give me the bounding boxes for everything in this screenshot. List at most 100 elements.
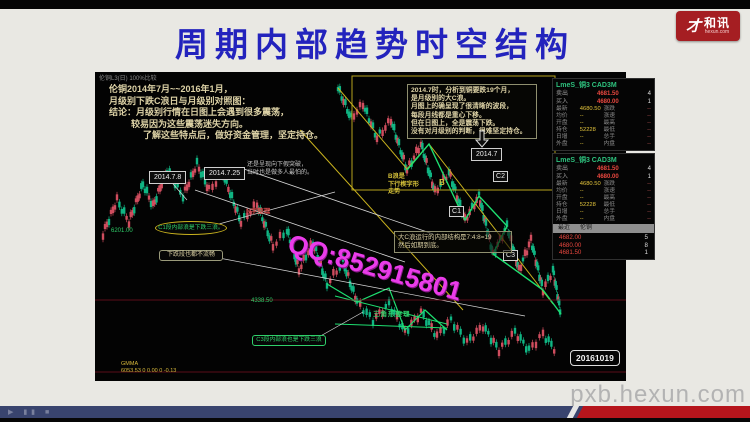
note-line: 下行楔字形 xyxy=(388,180,419,188)
note-line: 走势 xyxy=(388,188,401,195)
note-line: 每段月线都是重心下移。 xyxy=(411,111,486,119)
quote-label: 总手 xyxy=(603,134,616,140)
quote-value: -- xyxy=(647,209,651,215)
date-label-2014-7: 2014.7 xyxy=(471,148,503,161)
trade-price: 4682.00 xyxy=(559,234,582,241)
down-arrow-icon xyxy=(475,130,489,148)
wave-label-b: B xyxy=(439,178,445,187)
quote-label: 最新 xyxy=(556,106,568,112)
structure-note-box: 大C浪运行的内部结构是7:4:8=19 然后如期到底。 xyxy=(394,231,512,253)
quote-label: 最高 xyxy=(603,195,616,201)
quote-label: 日增 xyxy=(556,209,568,215)
trade-row: 4680.00 8 xyxy=(553,242,654,250)
quote-label: 涨跌 xyxy=(603,181,616,187)
quote-row: 开盘 -- 最高 -- xyxy=(553,195,654,202)
note-line: 月图上的确呈现了很清晰的波段， xyxy=(411,103,513,111)
quote-value: -- xyxy=(579,141,584,147)
quote-label: 最低 xyxy=(603,127,616,133)
tab-luntong[interactable]: 伦铜 xyxy=(580,225,593,231)
quote-row: 持仓 52228 最低 -- xyxy=(553,202,654,209)
quote-row: 开盘 -- 最高 -- xyxy=(553,120,654,127)
wave-label-c2: C2 xyxy=(493,171,508,182)
triangle-note: 三角形整理 xyxy=(373,311,411,318)
note-line: 然后如期到底。 xyxy=(398,242,443,249)
note-line: 了解这些特点后，做好资金管理，坚定持仓。 xyxy=(143,130,324,140)
quote-label: 均价 xyxy=(556,188,568,194)
left-note: 伦铜2014年7月~~2016年1月， 月级别下跌C浪日与月级别对照图： 结论：… xyxy=(109,84,323,142)
quote-label: 外盘 xyxy=(556,216,568,222)
quote-panel-2: LmeS_铜3 CAD3M 卖出 4681.50 4 买入 4680.00 1 … xyxy=(552,153,655,260)
hexun-logo-icon: 才 xyxy=(685,17,701,35)
date-label-2014-7-25: 2014.7.25 xyxy=(204,167,246,180)
quote-value: -- xyxy=(579,113,584,119)
quote-label: 最高 xyxy=(603,120,616,126)
quote-label: 涨速 xyxy=(603,188,616,194)
trade-price: 4681.50 xyxy=(559,249,582,256)
quote-value: 4680.50 xyxy=(579,181,601,187)
player-controls-icon[interactable]: ▶ ▮▮ ■ xyxy=(8,409,54,416)
c3-wave-note: C3段内部浪也是下跌三浪 xyxy=(252,335,326,346)
bid-price: 4680.00 xyxy=(596,98,619,105)
quote-value: -- xyxy=(647,106,651,112)
bid-row: 买入 4680.00 1 xyxy=(553,99,654,107)
note-line: 没有对月级别的判断，很难坚定持仓。 xyxy=(411,128,527,136)
wave-label-c1: C1 xyxy=(449,206,464,217)
price-label-left: 6201.00 xyxy=(111,228,133,234)
trade-row: 4682.00 5 xyxy=(553,234,654,242)
quote-value: 4680.50 xyxy=(579,106,601,112)
note-line: 还是呈现向下假突破， xyxy=(247,162,308,168)
trade-row: 4681.50 1 xyxy=(553,249,654,257)
quote-value: -- xyxy=(579,120,584,126)
bid-row: 买入 4680.00 1 xyxy=(553,174,654,182)
tab-recent[interactable]: 最近 xyxy=(558,225,571,231)
quote-label: 内盘 xyxy=(603,141,616,147)
page-title: 周期内部趋势时空结构 xyxy=(175,26,575,63)
quote-row: 日增 -- 总手 -- xyxy=(553,134,654,141)
quote-value: -- xyxy=(647,181,651,187)
note-line: 月级别下跌C浪日与月级别对照图： xyxy=(109,95,251,106)
note-line: 结论：月级别行情在日图上会遇到很多震荡， xyxy=(109,107,290,117)
bid-volume: 1 xyxy=(647,173,651,180)
note-line: B浪是 xyxy=(388,173,405,180)
status-values: 6053.53 0 0.00 0 -0.13 xyxy=(121,367,177,374)
quote-value: -- xyxy=(647,120,651,126)
ask-row: 卖出 4681.50 4 xyxy=(553,166,654,174)
chart-titlebar: 伦铜L3(日) 100%比较 xyxy=(99,76,157,82)
quote-label: 持仓 xyxy=(556,127,568,133)
quote-row: 外盘 -- 内盘 -- xyxy=(553,141,654,148)
quote-label: 日增 xyxy=(556,134,568,140)
ask-volume: 4 xyxy=(647,91,651,97)
quote-value: -- xyxy=(579,209,584,215)
quote-value: -- xyxy=(647,195,651,201)
status-indicator: GMMA xyxy=(121,361,139,367)
quote-row: 外盘 -- 内盘 -- xyxy=(553,216,654,223)
quote-value: -- xyxy=(647,188,651,194)
quote-sidebar: LmeS_铜3 CAD3M 卖出 4681.50 4 买入 4680.00 1 … xyxy=(552,78,655,262)
quote-row: 最新 4680.50 涨跌 -- xyxy=(553,106,654,113)
bid-price: 4680.00 xyxy=(596,173,619,180)
note-line: 是月级别的大C浪。 xyxy=(411,95,471,103)
quote-value: 52228 xyxy=(579,202,596,208)
quote-label: 最新 xyxy=(556,181,568,187)
hexun-logo[interactable]: 才 和讯 hexun.com xyxy=(676,11,740,41)
quote-label: 均价 xyxy=(556,113,568,119)
trade-price: 4680.00 xyxy=(559,241,582,249)
quote-value: -- xyxy=(647,141,651,147)
quote-label: 开盘 xyxy=(556,195,568,201)
bottom-black-strip xyxy=(0,418,750,422)
ask-row: 卖出 4681.50 4 xyxy=(553,91,654,99)
quote-tabs[interactable]: 最近 伦铜 xyxy=(553,224,654,233)
bid-label: 买入 xyxy=(556,173,569,180)
quote-panel-1: LmeS_铜3 CAD3M 卖出 4681.50 4 买入 4680.00 1 … xyxy=(552,78,655,151)
trade-volume: 1 xyxy=(644,249,648,256)
b-wave-note: B浪是 下行楔字形 走势 xyxy=(388,173,419,196)
quote-value: 52228 xyxy=(579,127,596,133)
top-black-strip xyxy=(0,0,750,9)
ask-price: 4681.50 xyxy=(596,91,619,97)
right-note-box: 2014.7时，分析到铜要跌19个月， 是月级别的大C浪。 月图上的确呈现了很清… xyxy=(407,84,537,140)
quote-label: 外盘 xyxy=(556,141,568,147)
chart-window: 伦铜L3(日) 100%比较 伦铜2014年7月~~2016年1月， 月级别下跌… xyxy=(95,72,626,381)
quote-value: -- xyxy=(647,134,651,140)
watermark-url: pxb.hexun.com xyxy=(570,381,746,408)
